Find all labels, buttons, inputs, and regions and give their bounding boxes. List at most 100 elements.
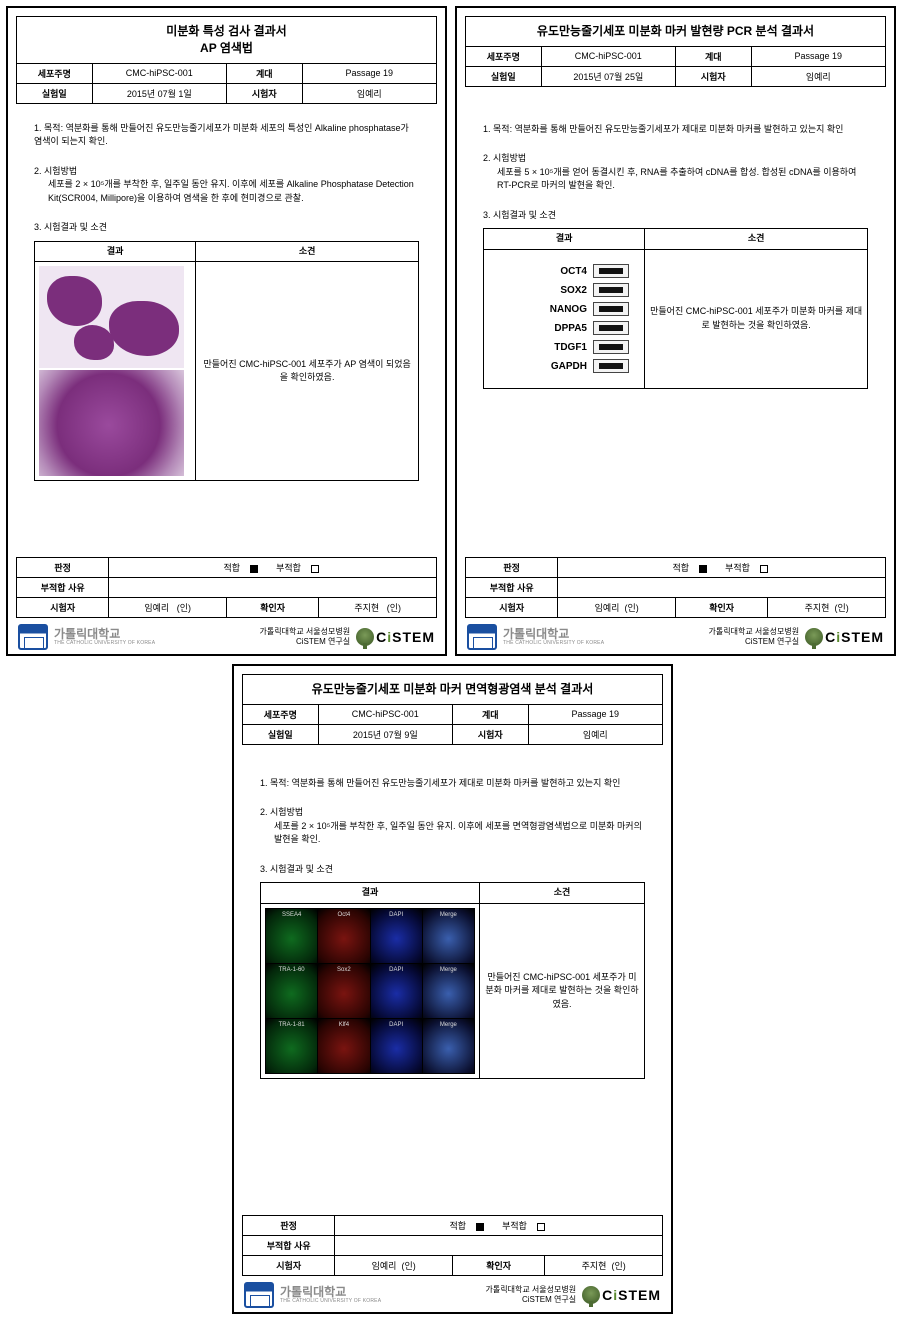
footer-right: 가톨릭대학교 서울성모병원 CiSTEM 연구실 CiSTEM — [486, 1285, 661, 1304]
university-name: 가톨릭대학교 — [503, 628, 604, 640]
footer-line2: CiSTEM 연구실 — [260, 637, 351, 647]
sign-table: 시험자 임예리 (인) 확인자 주지현 (인) — [242, 1255, 663, 1276]
verdict-table: 판정 적합 부적합 부적합 사유 — [16, 557, 437, 598]
seal-text: (인) — [387, 603, 401, 613]
meta-passage-label: 계대 — [226, 63, 302, 83]
pass-text: 적합 — [223, 563, 240, 573]
footer-line2: CiSTEM 연구실 — [486, 1295, 577, 1305]
if-panel: Merge — [423, 909, 474, 963]
university-mark-icon — [467, 624, 497, 650]
verdict-table: 판정 적합 부적합 부적합 사유 — [465, 557, 886, 598]
verdict-value: 적합 부적합 — [335, 1216, 663, 1236]
section-results: 3. 시험결과 및 소견 결과 소견 OCT4SOX2NANOGDPPA5TDG… — [483, 209, 868, 389]
brand-stem: STEM — [841, 629, 884, 645]
meta-cellline-label: 세포주명 — [17, 63, 93, 83]
col-result: 결과 — [261, 883, 480, 904]
opinion-text: 만들어진 CMC-hiPSC-001 세포주가 미분화 마커를 제대로 발현하는… — [480, 903, 645, 1078]
tree-icon — [582, 1286, 600, 1304]
pcr-row: SOX2 — [492, 283, 629, 298]
tree-icon — [805, 628, 823, 646]
doc-title: 유도만능줄기세포 미분화 마커 면역형광염색 분석 결과서 — [242, 674, 663, 705]
results-heading: 3. 시험결과 및 소견 — [260, 863, 645, 877]
fail-text: 부적합 — [725, 563, 750, 573]
method-heading: 2. 시험방법 — [34, 165, 419, 179]
col-opinion: 소견 — [480, 883, 645, 904]
footer: 가톨릭대학교 THE CATHOLIC UNIVERSITY OF KOREA … — [16, 618, 437, 650]
cistem-logo: CiSTEM — [356, 628, 435, 646]
opinion-text: 만들어진 CMC-hiPSC-001 세포주가 AP 염색이 되었음을 확인하였… — [196, 262, 419, 481]
meta-tester-label: 시험자 — [226, 83, 302, 103]
meta-cellline-label: 세포주명 — [243, 704, 319, 724]
pcr-marker-label: SOX2 — [527, 283, 587, 298]
meta-tester-label: 시험자 — [452, 724, 528, 744]
section-results: 3. 시험결과 및 소견 결과 소견 SSEA4Oct4DAPIMergeTRA… — [260, 863, 645, 1079]
section-purpose: 1. 목적: 역분화를 통해 만들어진 유도만능줄기세포가 제대로 미분화 마커… — [483, 123, 868, 137]
signer-label: 시험자 — [466, 598, 558, 618]
meta-passage: Passage 19 — [528, 704, 662, 724]
section-method: 2. 시험방법 세포를 2 × 10⁵개를 부착한 후, 일주일 동안 유지. … — [260, 806, 645, 847]
ap-image-top — [39, 266, 184, 367]
reason-label: 부적합 사유 — [466, 578, 558, 598]
method-heading: 2. 시험방법 — [483, 152, 868, 166]
meta-date-label: 실험일 — [17, 83, 93, 103]
pcr-row: NANOG — [492, 302, 629, 317]
university-logo: 가톨릭대학교 THE CATHOLIC UNIVERSITY OF KOREA — [18, 624, 155, 650]
university-mark-icon — [244, 1282, 274, 1308]
meta-passage: Passage 19 — [302, 63, 436, 83]
method-heading: 2. 시험방법 — [260, 806, 645, 820]
brand-c: C — [376, 629, 387, 645]
university-logo: 가톨릭대학교 THE CATHOLIC UNIVERSITY OF KOREA — [467, 624, 604, 650]
meta-tester: 임예리 — [528, 724, 662, 744]
reason-value — [109, 578, 437, 598]
signer-label: 시험자 — [17, 598, 109, 618]
pcr-marker-label: TDGF1 — [527, 340, 587, 355]
body: 1. 목적: 역분화를 통해 만들어진 유도만능줄기세포가 미분화 세포의 특성… — [16, 104, 437, 558]
result-image-cell — [35, 262, 196, 481]
pcr-row: OCT4 — [492, 264, 629, 279]
meta-cellline: CMC-hiPSC-001 — [92, 63, 226, 83]
verdict-label: 판정 — [17, 558, 109, 578]
method-body: 세포를 5 × 10⁵개를 얻어 동결시킨 후, RNA를 추출하여 cDNA를… — [483, 166, 868, 193]
if-grid: SSEA4Oct4DAPIMergeTRA-1-60Sox2DAPIMergeT… — [265, 908, 475, 1074]
signer-label: 시험자 — [243, 1256, 335, 1276]
fail-checkbox-icon — [760, 565, 768, 573]
if-panel: TRA-1-81 — [266, 1019, 317, 1073]
meta-tester: 임예리 — [302, 83, 436, 103]
seal-text: (인) — [834, 603, 848, 613]
if-panel: DAPI — [371, 909, 422, 963]
signer-cell: 임예리 (인) — [109, 598, 227, 618]
meta-date: 2015년 07월 9일 — [318, 724, 452, 744]
pass-checkbox-icon — [250, 565, 258, 573]
meta-cellline: CMC-hiPSC-001 — [541, 46, 675, 66]
confirm-name: 주지현 — [805, 603, 830, 613]
pass-text: 적합 — [449, 1221, 466, 1231]
confirm-label: 확인자 — [675, 598, 767, 618]
brand-c: C — [825, 629, 836, 645]
fail-checkbox-icon — [537, 1223, 545, 1231]
pcr-row: DPPA5 — [492, 321, 629, 336]
signer-name: 임예리 — [144, 603, 169, 613]
meta-passage-label: 계대 — [452, 704, 528, 724]
seal-text: (인) — [177, 603, 191, 613]
col-opinion: 소견 — [196, 241, 419, 262]
pcr-cell: OCT4SOX2NANOGDPPA5TDGF1GAPDH — [484, 249, 645, 388]
verdict-table: 판정 적합 부적합 부적합 사유 — [242, 1215, 663, 1256]
if-panel: Merge — [423, 964, 474, 1018]
confirm-cell: 주지현 (인) — [319, 598, 437, 618]
footer-line1: 가톨릭대학교 서울성모병원 — [260, 627, 351, 637]
sign-table: 시험자 임예리 (인) 확인자 주지현 (인) — [465, 597, 886, 618]
confirm-name: 주지현 — [354, 603, 379, 613]
confirm-name: 주지현 — [582, 1261, 607, 1271]
col-opinion: 소견 — [645, 229, 868, 250]
pcr-marker-label: OCT4 — [527, 264, 587, 279]
sign-table: 시험자 임예리 (인) 확인자 주지현 (인) — [16, 597, 437, 618]
reason-value — [335, 1236, 663, 1256]
tree-icon — [356, 628, 374, 646]
university-sub: THE CATHOLIC UNIVERSITY OF KOREA — [280, 1298, 381, 1304]
fail-text: 부적합 — [276, 563, 301, 573]
meta-tester: 임예리 — [751, 66, 885, 86]
if-panel: DAPI — [371, 964, 422, 1018]
seal-text: (인) — [624, 603, 638, 613]
footer: 가톨릭대학교 THE CATHOLIC UNIVERSITY OF KOREA … — [242, 1276, 663, 1308]
if-cell: SSEA4Oct4DAPIMergeTRA-1-60Sox2DAPIMergeT… — [261, 903, 480, 1078]
